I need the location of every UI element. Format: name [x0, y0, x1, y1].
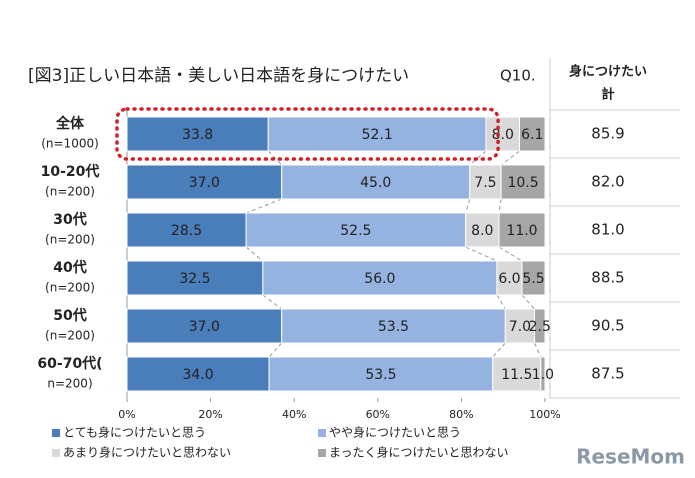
value-label: 45.0	[360, 175, 391, 191]
x-tick-label: 20%	[198, 408, 222, 421]
x-tick-label: 40%	[282, 408, 306, 421]
value-label: 2.5	[529, 319, 551, 335]
x-tick-label: 100%	[529, 408, 560, 421]
category-label: 30代	[53, 211, 86, 228]
sample-size: (n=200)	[45, 185, 95, 199]
total-label: 82.0	[591, 173, 624, 191]
bar-segment	[521, 260, 546, 296]
value-label: 56.0	[364, 271, 395, 287]
bar-segment	[281, 164, 471, 200]
legend-swatch	[318, 449, 326, 457]
bar-segment	[126, 116, 269, 152]
sample-size: (n=200)	[45, 233, 95, 247]
bar-segment	[519, 116, 546, 152]
watermark: ReseMom	[576, 445, 685, 469]
bar-segment	[498, 212, 546, 248]
value-label: 7.0	[509, 319, 531, 335]
connector	[534, 342, 542, 358]
bar-segment	[500, 164, 546, 200]
connector	[245, 246, 264, 262]
value-label: 6.1	[521, 127, 543, 143]
legend-swatch	[52, 449, 60, 457]
total-header: 計	[601, 87, 614, 103]
sample-size: (n=1000)	[41, 137, 99, 151]
bar-segment	[126, 212, 247, 248]
x-tick-label: 60%	[366, 408, 390, 421]
connector	[496, 294, 506, 310]
bar-segment	[485, 116, 521, 152]
legend-label: とても身につけたいと思う	[63, 425, 206, 440]
connector	[498, 198, 502, 214]
connector	[492, 342, 506, 358]
value-label: 6.0	[498, 271, 520, 287]
bar-segment	[496, 260, 523, 296]
total-label: 81.0	[591, 221, 624, 239]
legend-swatch	[318, 429, 326, 437]
total-label: 90.5	[591, 317, 624, 335]
value-label: 1.0	[532, 367, 554, 383]
legend-label: やや身につけたいと思う	[329, 425, 461, 440]
bar-segment	[534, 308, 546, 344]
sample-size: (n=200)	[45, 281, 95, 295]
connector	[498, 246, 523, 262]
connector	[465, 246, 498, 262]
category-label: 50代	[53, 307, 86, 324]
category-label: 40代	[53, 259, 86, 276]
connector	[521, 294, 535, 310]
bar-segment	[126, 356, 270, 392]
bar-segment	[465, 212, 500, 248]
bar-segment	[126, 308, 283, 344]
legend-swatch	[52, 429, 60, 437]
x-tick-label: 0%	[118, 408, 135, 421]
bar-segment	[268, 356, 494, 392]
bar-segment	[267, 116, 487, 152]
category-label: 全体	[55, 115, 85, 132]
highlight-box	[115, 107, 500, 161]
value-label: 28.5	[171, 223, 202, 239]
connector	[262, 294, 282, 310]
sample-size: (n=200)	[45, 329, 95, 343]
category-label: 10-20代	[41, 163, 100, 180]
value-label: 8.0	[492, 127, 514, 143]
bar-segment	[281, 308, 506, 344]
total-label: 85.9	[591, 125, 624, 143]
sample-size: n=200)	[47, 377, 92, 391]
value-label: 11.5	[501, 367, 532, 383]
value-label: 5.5	[522, 271, 544, 287]
chart-title: [図3]正しい日本語・美しい日本語を身につけたい	[28, 66, 409, 86]
value-label: 33.8	[182, 127, 213, 143]
legend-label: まったく身につけたいと思わない	[329, 445, 509, 460]
value-label: 11.0	[506, 223, 537, 239]
bar-segment	[504, 308, 536, 344]
connector	[465, 198, 471, 214]
value-label: 34.0	[182, 367, 213, 383]
total-header: 身につけたい	[569, 64, 647, 80]
category-label: 60-70代(	[37, 355, 102, 372]
bar-segment	[540, 356, 546, 392]
value-label: 7.5	[474, 175, 496, 191]
connector	[245, 198, 282, 214]
value-label: 10.5	[507, 175, 538, 191]
connector	[469, 150, 487, 166]
total-label: 88.5	[591, 269, 624, 287]
connector	[268, 342, 283, 358]
connector	[500, 150, 520, 166]
value-label: 53.5	[378, 319, 409, 335]
value-label: 32.5	[179, 271, 210, 287]
value-label: 37.0	[189, 175, 220, 191]
bar-segment	[245, 212, 467, 248]
value-label: 52.5	[340, 223, 371, 239]
connector	[267, 150, 283, 166]
value-label: 53.5	[365, 367, 396, 383]
bar-segment	[469, 164, 502, 200]
question-label: Q10.	[500, 67, 536, 85]
total-label: 87.5	[591, 365, 624, 383]
value-label: 37.0	[189, 319, 220, 335]
x-tick-label: 80%	[449, 408, 473, 421]
legend-label: あまり身につけたいと思わない	[63, 445, 231, 460]
value-label: 8.0	[471, 223, 493, 239]
value-label: 52.1	[362, 127, 393, 143]
